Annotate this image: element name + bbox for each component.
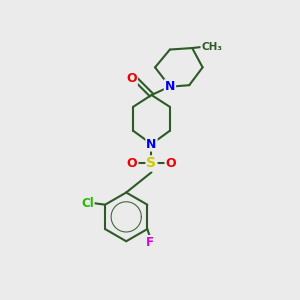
Text: O: O (126, 72, 137, 85)
Text: O: O (166, 157, 176, 170)
Text: Cl: Cl (81, 197, 94, 210)
Text: F: F (146, 236, 154, 249)
Text: CH₃: CH₃ (201, 42, 222, 52)
Text: S: S (146, 156, 157, 170)
Text: N: N (146, 138, 157, 151)
Text: N: N (165, 80, 175, 93)
Text: O: O (127, 157, 137, 170)
